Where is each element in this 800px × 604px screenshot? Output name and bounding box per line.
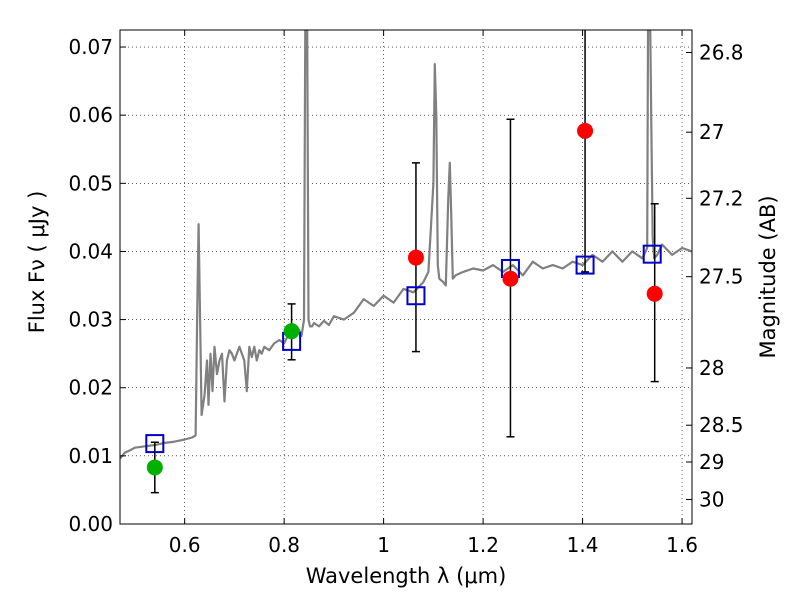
model-spectrum-line <box>120 30 692 460</box>
y-tick-label: 0.05 <box>68 171 113 195</box>
right-axis-label: Magnitude (AB) <box>756 195 780 358</box>
x-tick-label: 1 <box>377 533 390 557</box>
magnitude-tick-label: 27.5 <box>699 265 744 289</box>
y-tick-label: 0.07 <box>68 35 113 59</box>
plot-background <box>120 30 692 524</box>
observed-data-point <box>577 122 594 139</box>
model-photometry-square <box>145 434 165 454</box>
y-axis-label: Flux Fν ( μJy ) <box>25 191 49 334</box>
magnitude-tick-label: 28.5 <box>699 413 744 437</box>
magnitude-tick-label: 29 <box>699 450 724 474</box>
x-tick-label: 0.8 <box>268 533 300 557</box>
magnitude-tick-label: 26.8 <box>699 40 744 64</box>
axis-ticks: 0.6 0.8 1 1.2 1.4 1.6 0.00 0.01 0.02 0.03 0.04 0.05… <box>68 30 744 557</box>
magnitude-tick-label: 27.2 <box>699 186 744 210</box>
y-tick-label: 0.02 <box>68 376 113 400</box>
x-tick-label: 1.4 <box>567 533 599 557</box>
x-tick-label: 1.6 <box>666 533 698 557</box>
y-tick-label: 0.00 <box>68 512 113 536</box>
model-photometry-square <box>406 286 426 306</box>
y-tick-label: 0.06 <box>68 103 113 127</box>
observed-data-point <box>146 459 163 476</box>
model-photometry-square <box>642 244 662 264</box>
observed-data-point <box>502 270 519 287</box>
y-tick-label: 0.03 <box>68 308 113 332</box>
observed-data-point <box>283 323 300 340</box>
x-tick-label: 0.6 <box>169 533 201 557</box>
observed-data-point <box>407 249 424 266</box>
observed-data-point <box>646 285 663 302</box>
magnitude-tick-label: 30 <box>699 487 724 511</box>
x-axis-label: Wavelength λ (μm) <box>306 564 507 588</box>
y-tick-label: 0.01 <box>68 444 113 468</box>
model-photometry-square <box>575 255 595 275</box>
data-markers <box>145 122 663 476</box>
magnitude-tick-label: 28 <box>699 356 724 380</box>
model-spectrum <box>120 30 692 460</box>
y-tick-label: 0.04 <box>68 239 113 263</box>
magnitude-tick-label: 27 <box>699 120 724 144</box>
x-tick-label: 1.2 <box>467 533 499 557</box>
